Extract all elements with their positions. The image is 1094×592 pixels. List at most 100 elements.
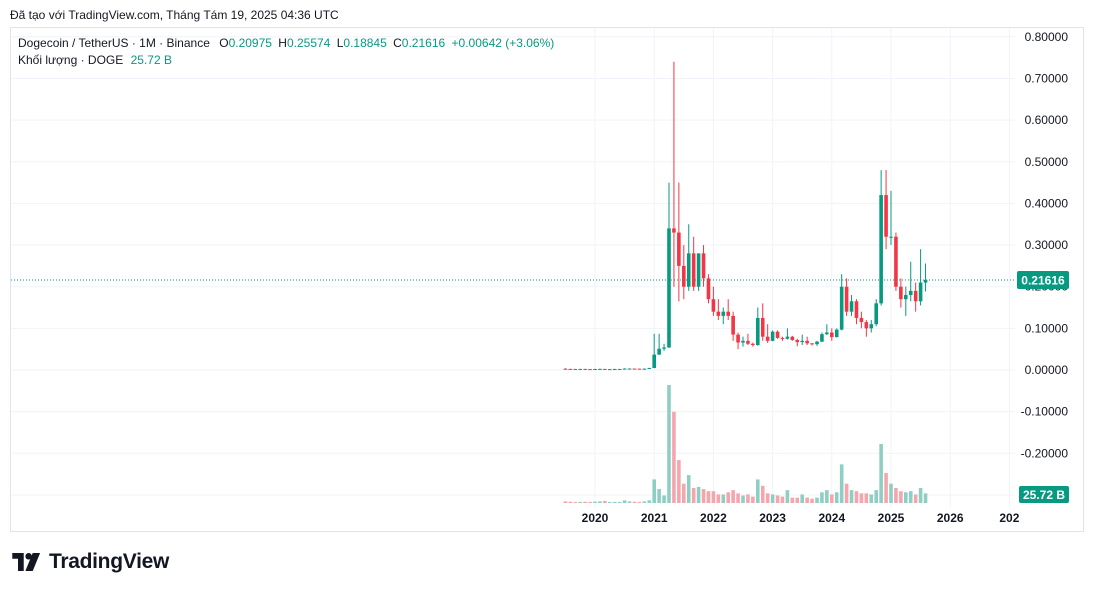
candle-body xyxy=(894,236,898,287)
candle xyxy=(869,320,874,333)
candle-body xyxy=(667,228,671,348)
volume-bar xyxy=(632,501,637,503)
time-axis: 2020 2021 2022 2023 2024 2025 2026 202 xyxy=(582,511,1020,525)
candle xyxy=(785,328,790,340)
volume-bar xyxy=(568,501,573,503)
volume-bar xyxy=(918,487,923,503)
tradingview-logo-icon xyxy=(12,553,41,571)
volume-bar xyxy=(686,475,691,503)
candle-body xyxy=(686,253,691,287)
volume-bar xyxy=(805,497,809,503)
volume-bar xyxy=(711,491,716,503)
candle xyxy=(701,245,706,287)
candle-body xyxy=(913,290,918,302)
volume-label[interactable]: Khối lượng · DOGE xyxy=(18,53,124,67)
volume-bars xyxy=(563,385,928,503)
candle-body xyxy=(716,311,721,316)
volume-bar xyxy=(563,501,568,503)
volume-bar xyxy=(854,491,859,503)
candle xyxy=(760,303,765,341)
volume-bar xyxy=(612,501,617,503)
candle xyxy=(657,333,661,356)
volume-bar xyxy=(859,493,864,503)
time-tick-label: 2025 xyxy=(878,511,905,525)
candle-body xyxy=(785,336,790,339)
price-tick-label: 0.80000 xyxy=(1025,30,1069,44)
candle-body xyxy=(760,317,765,337)
candle xyxy=(913,282,918,312)
candle xyxy=(746,333,750,346)
volume-bar xyxy=(657,489,661,503)
candle-body xyxy=(834,329,839,338)
last-volume-label: 25.72 B xyxy=(1023,488,1065,502)
candle xyxy=(790,335,795,341)
candle-body xyxy=(657,348,661,355)
candle xyxy=(830,328,834,341)
time-tick-label: 2024 xyxy=(818,511,845,525)
volume-bar xyxy=(913,494,918,503)
candle xyxy=(696,253,701,291)
candle-body xyxy=(849,301,854,312)
candle xyxy=(844,278,849,316)
candle-body xyxy=(820,334,824,342)
candle-body xyxy=(899,286,903,300)
volume-bar xyxy=(573,501,578,503)
candle-body xyxy=(632,368,637,370)
candle-body xyxy=(884,195,888,237)
volume-bar xyxy=(746,494,750,503)
volume-bar xyxy=(751,496,755,503)
volume-bar xyxy=(588,501,592,503)
candle-body xyxy=(563,368,568,370)
candle-body xyxy=(608,369,612,371)
volume-bar xyxy=(795,497,800,503)
candle-body xyxy=(825,332,829,335)
high-value: 0.25574 xyxy=(286,36,331,50)
last-value-marks: 0.21616 25.72 B xyxy=(11,270,1069,503)
candle xyxy=(612,368,617,370)
volume-bar xyxy=(662,495,666,503)
candle xyxy=(800,334,804,346)
volume-bar xyxy=(622,500,627,503)
candle-body xyxy=(879,195,883,304)
symbol-label[interactable]: Dogecoin / TetherUS · 1M · Binance xyxy=(18,36,210,50)
volume-bar xyxy=(810,498,814,503)
price-tick-label: 0.60000 xyxy=(1025,113,1069,127)
candle-body xyxy=(598,368,602,370)
candle xyxy=(578,368,582,370)
candle xyxy=(593,368,597,371)
volume-bar xyxy=(800,494,804,503)
candle xyxy=(667,182,671,348)
volume-bar xyxy=(879,444,883,503)
time-tick-label: 2021 xyxy=(641,511,668,525)
candle xyxy=(894,232,898,291)
price-tick-label: 0.70000 xyxy=(1025,71,1069,85)
candle xyxy=(904,286,908,316)
candle xyxy=(918,249,923,306)
candle xyxy=(617,368,622,370)
tradingview-logo[interactable]: TradingView xyxy=(12,550,169,574)
volume-bar xyxy=(593,501,597,503)
volume-bar xyxy=(691,487,696,503)
candle xyxy=(884,170,888,250)
volume-bar xyxy=(756,479,760,503)
candle-body xyxy=(588,369,592,371)
volume-bar xyxy=(864,493,869,503)
volume-bar xyxy=(894,487,898,503)
candle-body xyxy=(701,253,706,279)
candle xyxy=(682,245,686,300)
candle-body xyxy=(662,347,666,349)
candle xyxy=(632,368,637,370)
candle xyxy=(751,342,755,347)
volume-bar xyxy=(701,489,706,503)
volume-bar xyxy=(785,490,790,503)
candle xyxy=(583,368,587,370)
volume-bar xyxy=(617,502,622,503)
candle xyxy=(923,263,928,292)
candle-body xyxy=(904,295,908,300)
volume-bar xyxy=(603,500,607,503)
volume-bar xyxy=(874,490,878,503)
volume-bar xyxy=(696,486,701,503)
candle-body xyxy=(859,317,864,323)
volume-bar xyxy=(731,490,735,503)
